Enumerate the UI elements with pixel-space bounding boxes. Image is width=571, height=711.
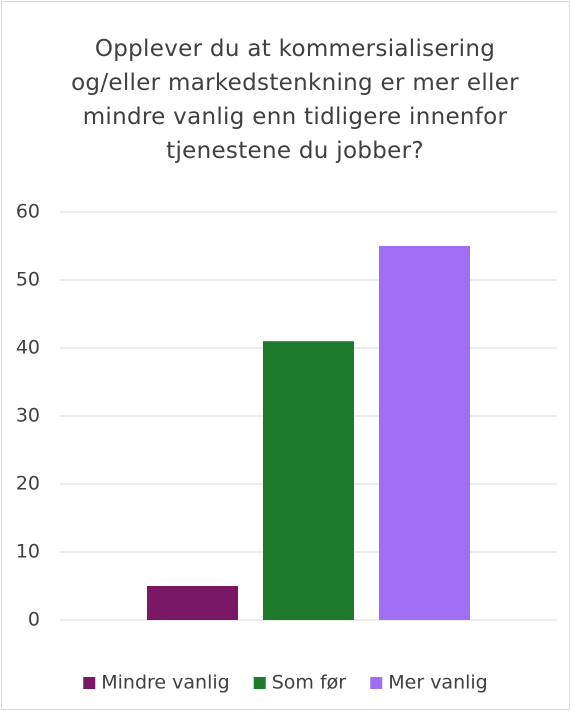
y-tick-label: 50 <box>16 269 40 291</box>
chart-title: Opplever du at kommersialisering og/elle… <box>71 36 519 164</box>
y-tick-label: 30 <box>16 405 40 427</box>
bar <box>379 246 470 620</box>
bar <box>263 341 354 620</box>
legend-swatch <box>253 677 266 689</box>
legend-item: Som før <box>253 672 347 694</box>
legend-swatch <box>83 677 96 689</box>
legend-label: Som før <box>272 672 347 694</box>
y-tick-label: 20 <box>16 473 40 495</box>
bar <box>147 586 238 620</box>
legend-item: Mindre vanlig <box>83 672 230 694</box>
legend-label: Mindre vanlig <box>101 672 229 694</box>
y-tick-label: 10 <box>16 541 40 563</box>
legend-item: Mer vanlig <box>370 672 488 694</box>
y-tick-label: 40 <box>16 337 40 359</box>
y-tick-label: 0 <box>28 609 40 631</box>
legend-swatch <box>370 677 383 689</box>
y-tick-label: 60 <box>16 201 40 223</box>
legend-label: Mer vanlig <box>388 672 487 694</box>
